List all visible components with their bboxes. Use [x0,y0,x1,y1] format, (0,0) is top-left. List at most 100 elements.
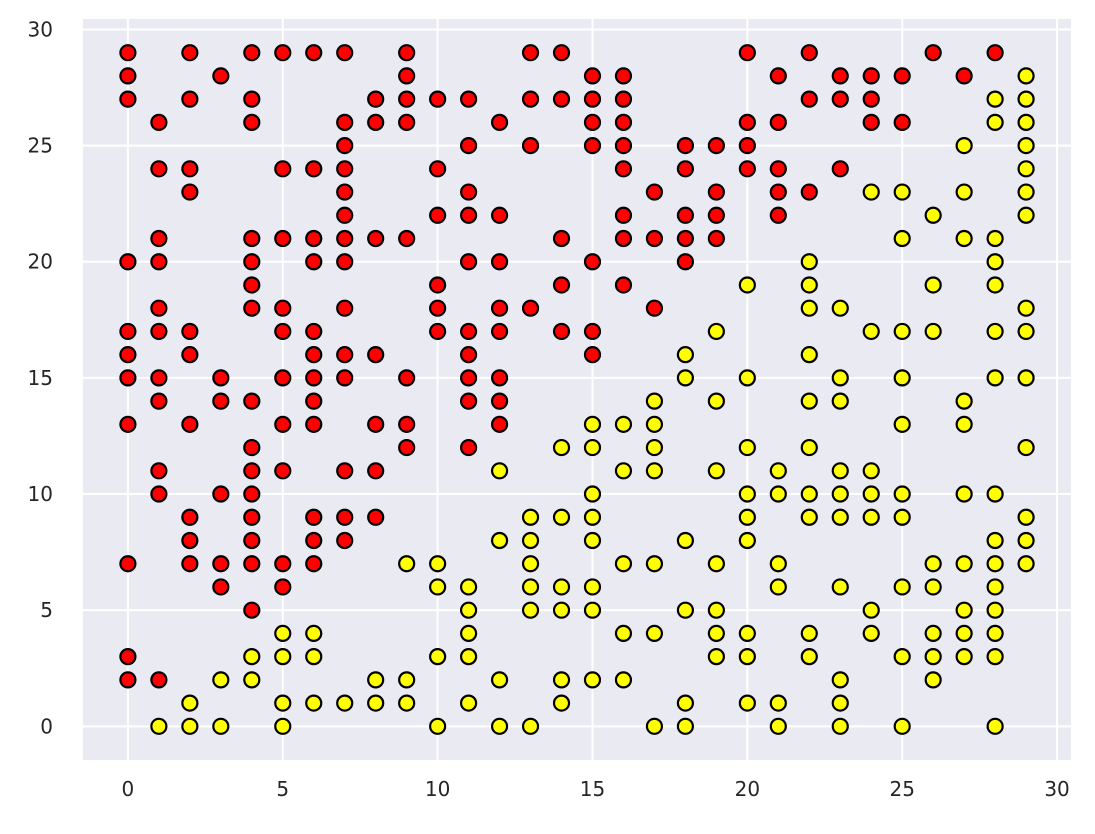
data-point [676,601,695,619]
data-point [119,648,137,666]
data-point [367,346,385,364]
data-point [150,392,168,410]
data-point [1017,322,1035,341]
data-point [614,206,633,224]
data-point [459,90,478,108]
data-point [676,531,695,550]
data-point [707,601,725,619]
data-point [1017,369,1035,387]
data-point [986,578,1004,596]
data-point [274,694,292,712]
data-point [738,113,756,131]
data-point [986,90,1004,108]
data-point [1017,508,1035,526]
data-point [862,462,880,480]
data-point [1017,67,1035,85]
data-point [367,508,385,526]
data-point [645,392,664,410]
data-point [738,624,756,643]
x-tick-label: 5 [276,777,289,801]
data-point [336,206,354,224]
data-point [521,601,540,619]
data-point [490,462,509,480]
data-point [490,531,509,550]
data-point [367,113,385,131]
data-point [955,136,973,155]
data-point [862,183,880,201]
data-point [521,531,540,550]
data-point [769,183,787,201]
data-point [1017,136,1035,155]
data-point [1017,113,1035,131]
data-point [707,206,725,224]
data-point [429,717,447,735]
data-point [645,183,664,201]
data-point [676,206,695,224]
data-point [707,392,725,410]
data-point [769,462,787,480]
data-point [429,160,447,178]
data-point [305,322,323,341]
data-point [645,717,664,735]
data-point [212,369,230,387]
data-point [707,183,725,201]
data-point [274,322,292,341]
data-point [738,485,756,503]
data-point [521,555,540,573]
data-point [243,44,261,62]
data-point [676,160,695,178]
data-point [893,183,911,201]
data-point [614,229,633,248]
data-point [429,90,447,108]
data-point [583,485,602,503]
data-point [181,160,199,178]
series-0 [119,44,1004,689]
data-point [336,136,354,155]
data-point [1017,183,1035,201]
data-point [583,671,602,689]
data-point [583,67,602,85]
data-point [336,462,354,480]
data-point [862,322,880,341]
data-point [274,415,292,433]
data-point [614,136,633,155]
data-point [769,555,787,573]
data-point [707,229,725,248]
data-point [986,648,1004,666]
data-point [862,624,880,643]
data-point [490,322,509,341]
data-point [367,671,385,689]
data-point [800,44,818,62]
data-point [800,624,818,643]
data-point [150,485,168,503]
data-point [490,392,509,410]
data-point [521,508,540,526]
data-point [429,648,447,666]
data-point [800,346,818,364]
data-point [212,578,230,596]
data-point [398,229,416,248]
data-point [862,90,880,108]
data-point [645,229,664,248]
data-point [212,717,230,735]
data-point [955,67,973,85]
data-point [583,113,602,131]
data-point [707,648,725,666]
data-point [955,555,973,573]
data-point [955,415,973,433]
data-point [243,90,261,108]
data-point [459,369,478,387]
data-point [119,671,137,689]
data-point [986,555,1004,573]
data-point [1017,555,1035,573]
data-point [769,206,787,224]
data-point [676,253,695,271]
data-point [769,485,787,503]
data-point [305,555,323,573]
data-point [181,555,199,573]
data-point [305,648,323,666]
data-point [583,322,602,341]
data-point [336,346,354,364]
data-point [243,229,261,248]
data-point [274,369,292,387]
